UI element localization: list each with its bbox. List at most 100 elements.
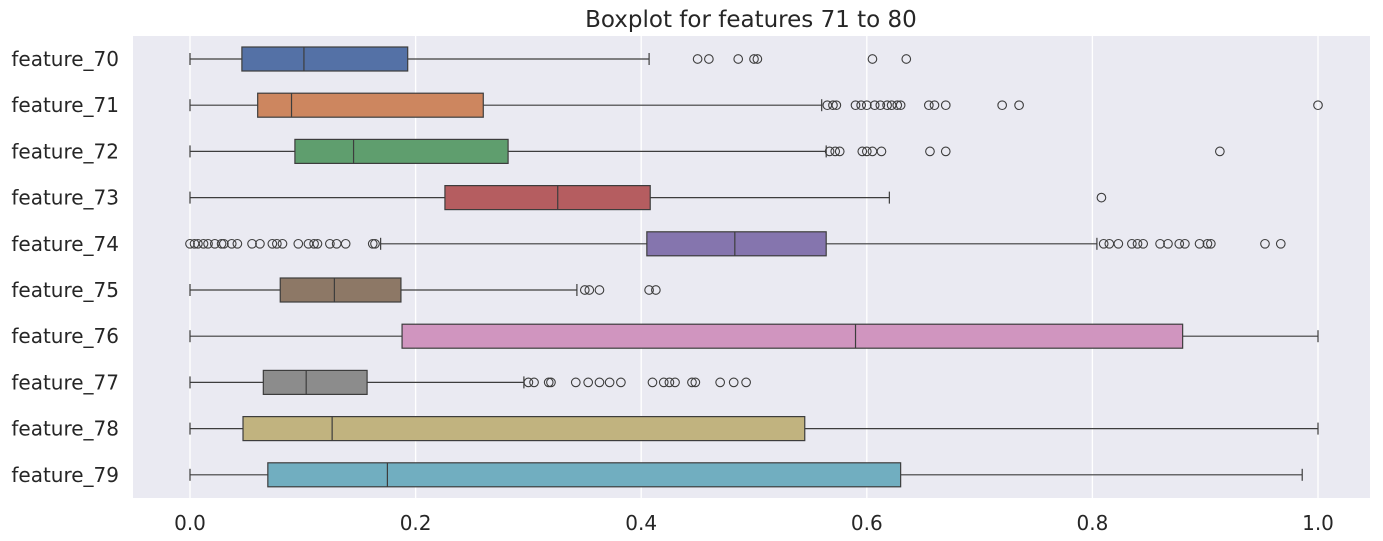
box-group-feature_79 [189, 462, 1303, 488]
outlier-point [850, 100, 861, 111]
outlier-point [876, 146, 887, 157]
y-tick-label: feature_73 [11, 186, 119, 210]
outlier-point [690, 377, 701, 388]
box-group-feature_76 [189, 323, 1319, 349]
outlier-point [1313, 100, 1323, 111]
box-iqr [242, 416, 806, 442]
outlier-point [901, 54, 912, 64]
y-tick-label: feature_78 [11, 417, 119, 441]
outlier-point [644, 285, 654, 295]
outlier-point [664, 377, 675, 388]
outlier-point [752, 54, 763, 64]
box-group-feature_72 [189, 138, 1225, 164]
box-group-feature_70 [189, 46, 912, 72]
outlier-point [272, 238, 282, 249]
box-group-feature_71 [189, 92, 1323, 118]
outlier-point [1260, 238, 1270, 249]
outlier-point [584, 285, 595, 295]
outlier-point [1215, 146, 1225, 157]
outlier-point [367, 238, 378, 249]
outlier-point [875, 100, 886, 111]
x-tick-label: 0.0 [174, 511, 206, 535]
box-group-feature_74 [185, 231, 1286, 257]
box-iqr [294, 138, 509, 164]
outlier-point [861, 100, 872, 111]
outlier-point [579, 285, 590, 295]
outlier-point [198, 238, 209, 249]
y-tick-label: feature_75 [11, 278, 119, 302]
outlier-point [692, 54, 703, 64]
outlier-point [309, 238, 319, 249]
outlier-point [604, 377, 615, 388]
outlier-point [1132, 238, 1143, 249]
box-iqr [241, 46, 409, 72]
outlier-point [741, 377, 751, 388]
boxes-layer [185, 46, 1323, 488]
chart-title: Boxplot for features 71 to 80 [585, 7, 917, 33]
outlier-point [1205, 238, 1216, 249]
x-tick-label: 0.6 [851, 511, 883, 535]
outlier-point [670, 377, 680, 388]
outlier-point [543, 377, 554, 388]
box-iqr [262, 369, 368, 395]
box-group-feature_77 [189, 369, 751, 395]
outlier-point [232, 238, 243, 249]
outlier-point [1180, 238, 1190, 249]
x-tick-label: 0.4 [625, 511, 657, 535]
outlier-point [704, 54, 714, 64]
box-group-feature_78 [189, 416, 1319, 442]
outlier-point [733, 54, 744, 64]
outlier-point [216, 238, 227, 249]
outlier-point [570, 377, 581, 388]
outlier-point [824, 146, 835, 157]
box-iqr [279, 277, 402, 303]
box-group-feature_73 [189, 185, 1107, 211]
box-iqr [646, 231, 827, 257]
outlier-point [923, 100, 934, 111]
outlier-point [255, 238, 265, 249]
outlier-point [370, 238, 380, 249]
box-group-feature_75 [189, 277, 661, 303]
outlier-point [929, 100, 940, 111]
outlier-point [616, 377, 626, 388]
outlier-point [218, 238, 229, 249]
x-tick-labels: 0.0 0.2 0.4 0.6 0.8 1.0 [174, 511, 1334, 535]
outlier-point [594, 285, 605, 295]
outlier-point [226, 238, 237, 249]
outlier-point [728, 377, 739, 388]
outlier-point [1127, 238, 1137, 249]
x-tick-label: 1.0 [1302, 511, 1334, 535]
outlier-point [1098, 238, 1109, 249]
y-tick-label: feature_77 [11, 370, 119, 394]
outlier-point [325, 238, 335, 249]
outlier-point [831, 100, 842, 111]
box-iqr [257, 92, 484, 118]
outlier-point [594, 377, 605, 388]
outlier-point [1014, 100, 1024, 111]
outlier-point [1275, 238, 1286, 249]
outlier-point [523, 377, 534, 388]
outlier-point [1202, 238, 1213, 249]
y-tick-label: feature_74 [11, 232, 119, 256]
outlier-point [1163, 238, 1173, 249]
y-tick-label: feature_79 [11, 463, 119, 487]
box-iqr [401, 323, 1184, 349]
outlier-point [583, 377, 594, 388]
outlier-point [193, 238, 203, 249]
outlier-point [925, 146, 935, 157]
outlier-point [828, 100, 838, 111]
outlier-point [687, 377, 697, 388]
outlier-point [892, 100, 903, 111]
outlier-point [856, 100, 867, 111]
outlier-point [546, 377, 556, 388]
y-tick-label: feature_70 [11, 47, 119, 71]
outlier-point [830, 146, 841, 157]
x-tick-label: 0.8 [1076, 511, 1108, 535]
y-tick-label: feature_76 [11, 324, 119, 348]
outlier-point [1113, 238, 1124, 249]
outlier-point [277, 238, 288, 249]
outlier-point [293, 238, 304, 249]
outlier-point [715, 377, 726, 388]
outlier-point [647, 377, 658, 388]
box-iqr [267, 462, 902, 488]
